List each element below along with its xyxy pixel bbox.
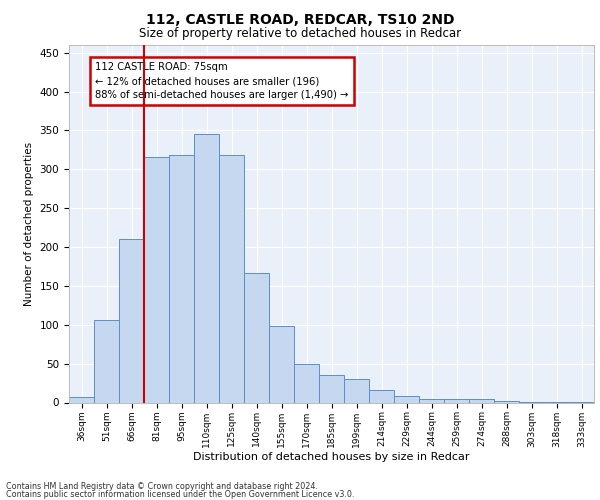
Bar [219,154,244,402]
Bar [469,400,494,402]
Bar [294,364,319,403]
X-axis label: Distribution of detached houses by size in Redcar: Distribution of detached houses by size … [193,452,470,462]
Text: Size of property relative to detached houses in Redcar: Size of property relative to detached ho… [139,28,461,40]
Bar [369,390,394,402]
Bar [69,397,94,402]
Text: 112 CASTLE ROAD: 75sqm
← 12% of detached houses are smaller (196)
88% of semi-de: 112 CASTLE ROAD: 75sqm ← 12% of detached… [95,62,349,100]
Bar [444,398,469,402]
Bar [169,156,194,402]
Text: 112, CASTLE ROAD, REDCAR, TS10 2ND: 112, CASTLE ROAD, REDCAR, TS10 2ND [146,12,454,26]
Bar [194,134,219,402]
Text: Contains HM Land Registry data © Crown copyright and database right 2024.: Contains HM Land Registry data © Crown c… [6,482,318,491]
Bar [244,272,269,402]
Bar [494,401,519,402]
Bar [394,396,419,402]
Bar [344,379,369,402]
Bar [419,400,444,402]
Y-axis label: Number of detached properties: Number of detached properties [24,142,34,306]
Bar [119,240,144,402]
Bar [144,157,169,402]
Bar [319,374,344,402]
Bar [94,320,119,402]
Text: Contains public sector information licensed under the Open Government Licence v3: Contains public sector information licen… [6,490,355,499]
Bar [269,326,294,402]
